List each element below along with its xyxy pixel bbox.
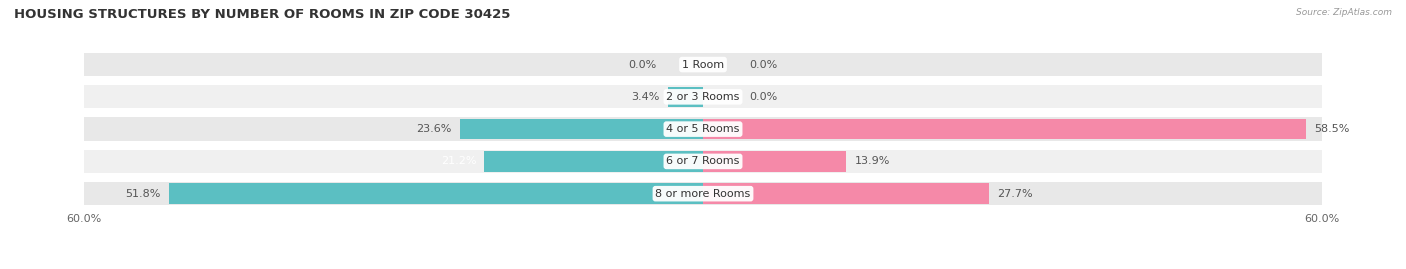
- Text: 0.0%: 0.0%: [749, 59, 778, 70]
- Bar: [485, 151, 703, 172]
- Bar: [703, 119, 1306, 139]
- Text: 8 or more Rooms: 8 or more Rooms: [655, 189, 751, 199]
- Text: 2 or 3 Rooms: 2 or 3 Rooms: [666, 92, 740, 102]
- Text: 3.4%: 3.4%: [631, 92, 659, 102]
- Bar: [84, 53, 1322, 76]
- Bar: [84, 150, 1322, 173]
- Text: 13.9%: 13.9%: [855, 156, 890, 167]
- Text: 4 or 5 Rooms: 4 or 5 Rooms: [666, 124, 740, 134]
- Bar: [169, 183, 703, 204]
- Text: HOUSING STRUCTURES BY NUMBER OF ROOMS IN ZIP CODE 30425: HOUSING STRUCTURES BY NUMBER OF ROOMS IN…: [14, 8, 510, 21]
- Text: 1 Room: 1 Room: [682, 59, 724, 70]
- Bar: [84, 182, 1322, 205]
- Text: 21.2%: 21.2%: [440, 156, 477, 167]
- Text: 27.7%: 27.7%: [997, 189, 1032, 199]
- Bar: [703, 183, 988, 204]
- Text: 6 or 7 Rooms: 6 or 7 Rooms: [666, 156, 740, 167]
- Text: 0.0%: 0.0%: [749, 92, 778, 102]
- Bar: [84, 118, 1322, 141]
- Bar: [84, 85, 1322, 108]
- Bar: [460, 119, 703, 139]
- Bar: [668, 87, 703, 107]
- Bar: [703, 151, 846, 172]
- Text: 51.8%: 51.8%: [125, 189, 160, 199]
- Text: 58.5%: 58.5%: [1315, 124, 1350, 134]
- Text: 23.6%: 23.6%: [416, 124, 451, 134]
- Text: Source: ZipAtlas.com: Source: ZipAtlas.com: [1296, 8, 1392, 17]
- Text: 0.0%: 0.0%: [628, 59, 657, 70]
